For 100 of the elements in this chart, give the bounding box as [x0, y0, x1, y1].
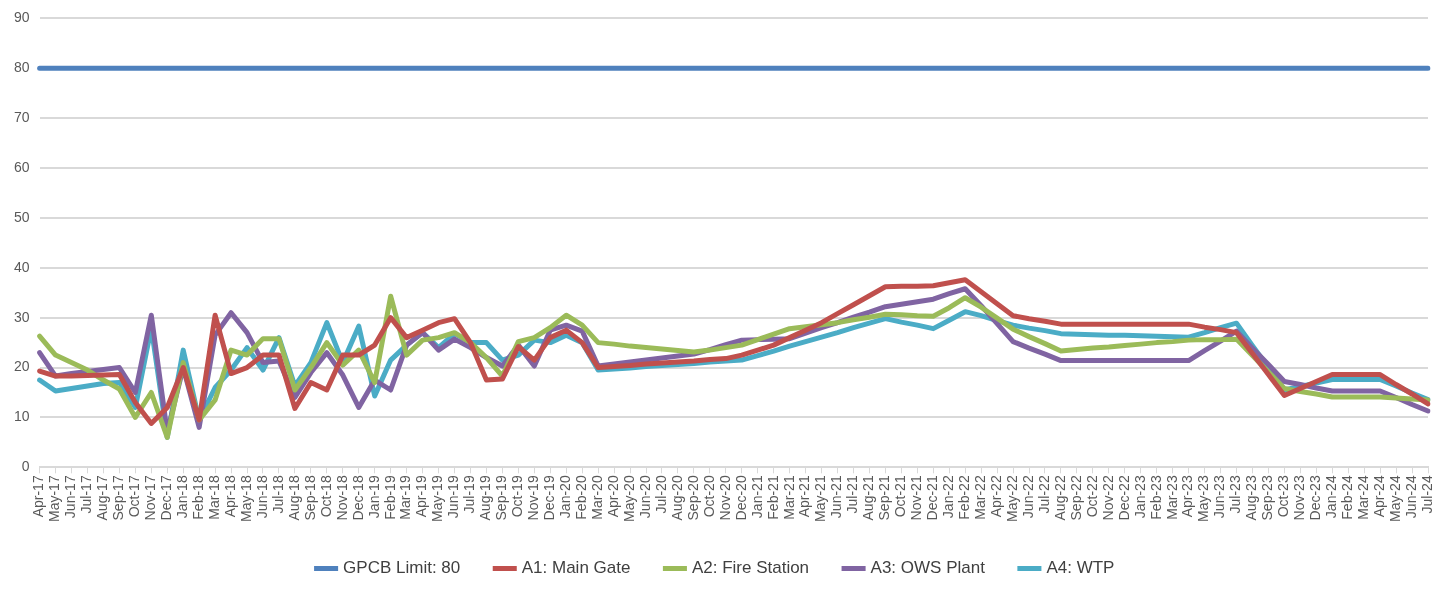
- x-tick-label: Jul-21: [844, 475, 861, 514]
- x-tick-label: Sep-20: [684, 475, 701, 521]
- y-tick-label: 60: [13, 158, 30, 175]
- x-tick-label: Jan-21: [748, 475, 765, 519]
- x-tick-label: Jan-20: [557, 475, 574, 519]
- x-tick-label: Nov-18: [333, 475, 350, 521]
- x-tick-label: Dec-21: [924, 475, 941, 521]
- x-tick-label: Apr-19: [413, 475, 430, 518]
- x-tick-label: Feb-21: [764, 475, 781, 520]
- x-tick-label: Nov-21: [908, 475, 925, 521]
- y-tick-label: 10: [13, 408, 30, 425]
- x-tick-label: Feb-18: [190, 475, 207, 520]
- x-tick-label: Aug-20: [668, 475, 685, 521]
- x-tick-label: Nov-22: [1099, 475, 1116, 521]
- x-tick-label: Oct-20: [700, 475, 717, 518]
- x-tick-label: May-24: [1386, 475, 1403, 522]
- x-tick-label: Mar-18: [205, 475, 222, 520]
- x-tick-label: Dec-22: [1115, 475, 1132, 521]
- y-tick-label: 20: [13, 358, 30, 375]
- x-tick-label: Jun-19: [445, 475, 462, 519]
- x-tick-label: Aug-22: [1051, 475, 1068, 521]
- x-tick-label: Mar-22: [972, 475, 989, 520]
- x-tick-label: Jan-23: [1131, 475, 1148, 519]
- x-tick-label: Jun-20: [636, 475, 653, 519]
- x-tick-label: Jan-24: [1323, 475, 1340, 519]
- y-tick-label: 40: [13, 258, 30, 275]
- x-tick-label: Feb-20: [573, 475, 590, 520]
- x-tick-label: Nov-23: [1291, 475, 1308, 521]
- x-tick-label: May-19: [429, 475, 446, 522]
- y-tick-label: 0: [21, 458, 30, 475]
- x-tick-label: Sep-18: [301, 475, 318, 521]
- x-tick-label: Oct-23: [1275, 475, 1292, 518]
- legend-label: A1: Main Gate: [521, 558, 631, 578]
- x-tick-label: Jun-18: [253, 475, 270, 519]
- x-tick-label: Aug-19: [477, 475, 494, 521]
- x-tick-label: Apr-18: [221, 475, 238, 518]
- x-tick-label: May-22: [1003, 475, 1020, 522]
- x-tick-label: Jul-17: [78, 475, 95, 514]
- x-tick-label: Jan-18: [174, 475, 191, 519]
- x-tick-label: Jun-21: [828, 475, 845, 519]
- y-tick-label: 50: [13, 208, 30, 225]
- x-tick-label: Sep-17: [110, 475, 127, 521]
- x-tick-label: Jul-23: [1227, 475, 1244, 514]
- x-tick-label: Sep-22: [1067, 475, 1084, 521]
- x-tick-label: Sep-23: [1259, 475, 1276, 521]
- x-tick-label: Apr-21: [796, 475, 813, 518]
- x-tick-label: Dec-23: [1307, 475, 1324, 521]
- x-tick-label: Feb-19: [381, 475, 398, 520]
- x-tick-label: May-20: [620, 475, 637, 522]
- x-tick-label: Apr-24: [1370, 475, 1387, 518]
- x-tick-label: Jul-24: [1418, 475, 1435, 514]
- x-tick-label: Jun-24: [1402, 475, 1419, 519]
- x-tick-label: Jan-19: [365, 475, 382, 519]
- x-tick-label: Jan-22: [940, 475, 957, 519]
- x-tick-label: Jun-17: [62, 475, 79, 519]
- x-tick-label: Feb-23: [1147, 475, 1164, 520]
- x-tick-label: Aug-17: [94, 475, 111, 521]
- x-tick-label: Aug-21: [860, 475, 877, 521]
- x-tick-label: Apr-17: [30, 475, 47, 518]
- y-tick-label: 30: [13, 308, 30, 325]
- x-tick-label: Jun-22: [1019, 475, 1036, 519]
- x-tick-label: Mar-23: [1163, 475, 1180, 520]
- x-tick-label: Aug-18: [285, 475, 302, 521]
- x-tick-label: Sep-19: [493, 475, 510, 521]
- x-tick-label: Mar-21: [780, 475, 797, 520]
- y-tick-label: 80: [13, 59, 30, 76]
- legend-label: GPCB Limit: 80: [343, 558, 461, 578]
- x-tick-label: Dec-18: [349, 475, 366, 521]
- x-tick-label: Mar-24: [1355, 475, 1372, 520]
- x-tick-label: Apr-22: [987, 475, 1004, 518]
- x-tick-label: May-21: [812, 475, 829, 522]
- x-tick-label: Jul-18: [269, 475, 286, 514]
- legend-label: A4: WTP: [1046, 558, 1115, 578]
- legend-label: A2: Fire Station: [691, 558, 810, 578]
- x-tick-label: Oct-19: [509, 475, 526, 518]
- x-tick-label: Jul-22: [1035, 475, 1052, 514]
- x-tick-label: Aug-23: [1243, 475, 1260, 521]
- x-tick-label: Oct-17: [126, 475, 143, 518]
- x-tick-label: Jun-23: [1211, 475, 1228, 519]
- x-tick-label: Nov-20: [716, 475, 733, 521]
- x-tick-label: Oct-21: [892, 475, 909, 518]
- x-tick-label: Feb-24: [1339, 475, 1356, 520]
- x-tick-label: Nov-19: [525, 475, 542, 521]
- x-tick-label: Apr-20: [604, 475, 621, 518]
- y-tick-label: 70: [13, 109, 30, 126]
- legend-label: A3: OWS Plant: [870, 558, 986, 578]
- x-tick-label: Mar-19: [397, 475, 414, 520]
- x-tick-label: Jul-20: [652, 475, 669, 514]
- x-tick-label: May-18: [237, 475, 254, 522]
- x-tick-label: Sep-21: [876, 475, 893, 521]
- x-tick-label: Apr-23: [1179, 475, 1196, 518]
- x-tick-label: May-17: [46, 475, 63, 522]
- x-tick-label: May-23: [1195, 475, 1212, 522]
- x-tick-label: Feb-22: [956, 475, 973, 520]
- x-tick-label: Dec-17: [158, 475, 175, 521]
- y-tick-label: 90: [13, 9, 30, 26]
- x-tick-label: Oct-22: [1083, 475, 1100, 518]
- x-tick-label: Oct-18: [317, 475, 334, 518]
- x-tick-label: Mar-20: [588, 475, 605, 520]
- x-tick-label: Jul-19: [461, 475, 478, 514]
